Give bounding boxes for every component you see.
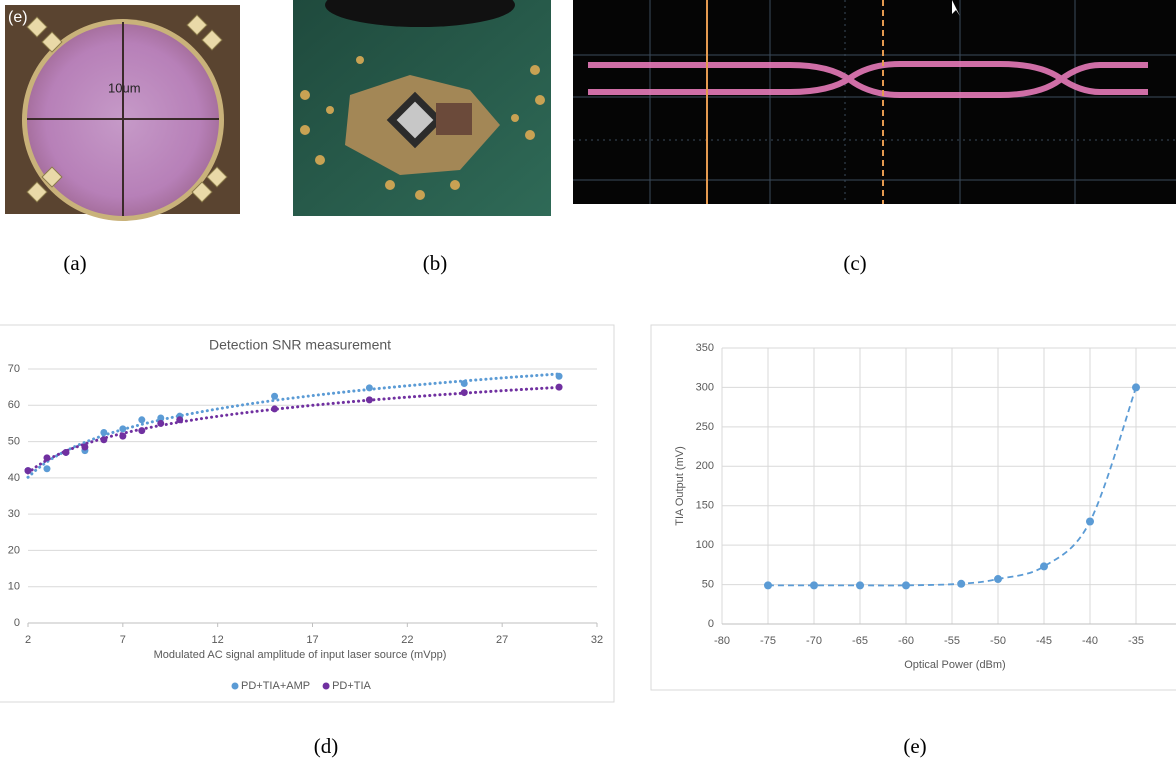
legend-marker xyxy=(323,683,330,690)
data-point xyxy=(556,373,563,380)
caption: (d) xyxy=(314,734,339,758)
y-tick-label: 250 xyxy=(696,421,714,433)
x-tick-label: 7 xyxy=(120,634,126,646)
y-tick-label: 40 xyxy=(8,472,20,484)
data-point xyxy=(856,581,864,589)
photo-label: (e) xyxy=(8,9,28,26)
data-point xyxy=(1132,383,1140,391)
caption: (e) xyxy=(903,734,926,758)
y-tick-label: 350 xyxy=(696,342,714,354)
y-tick-label: 200 xyxy=(696,460,714,472)
x-tick-label: 22 xyxy=(401,634,413,646)
x-tick-label: -45 xyxy=(1036,635,1052,647)
y-axis-label: TIA Output (mV) xyxy=(674,446,686,525)
x-tick-label: -50 xyxy=(990,635,1006,647)
data-point xyxy=(1086,517,1094,525)
y-tick-label: 30 xyxy=(8,508,20,520)
data-point xyxy=(119,425,126,432)
data-point xyxy=(366,384,373,391)
x-tick-label: -60 xyxy=(898,635,914,647)
x-tick-label: 2 xyxy=(25,634,31,646)
y-tick-label: 300 xyxy=(696,381,714,393)
data-point xyxy=(366,396,373,403)
data-point xyxy=(100,429,107,436)
data-point xyxy=(176,416,183,423)
caption: (a) xyxy=(63,251,86,275)
y-tick-label: 0 xyxy=(708,618,714,630)
data-point xyxy=(81,444,88,451)
data-point xyxy=(138,416,145,423)
legend-marker xyxy=(232,683,239,690)
page: (e) 10um (a) xyxy=(0,0,1176,762)
chart-title: Detection SNR measurement xyxy=(209,337,391,353)
y-tick-label: 60 xyxy=(8,399,20,411)
legend-label: PD+TIA xyxy=(332,680,371,692)
data-point xyxy=(556,384,563,391)
x-tick-label: -35 xyxy=(1128,635,1144,647)
data-point xyxy=(271,393,278,400)
y-tick-label: 20 xyxy=(8,544,20,556)
x-tick-label: -70 xyxy=(806,635,822,647)
data-point xyxy=(62,449,69,456)
data-point xyxy=(43,454,50,461)
x-axis-label: Optical Power (dBm) xyxy=(904,659,1005,671)
photo-b xyxy=(293,0,551,216)
x-tick-label: -40 xyxy=(1082,635,1098,647)
photo-label: 10um xyxy=(108,80,141,95)
data-point xyxy=(1040,562,1048,570)
x-tick-label: -80 xyxy=(714,635,730,647)
legend-label: PD+TIA+AMP xyxy=(241,680,310,692)
data-point xyxy=(810,581,818,589)
data-point xyxy=(119,433,126,440)
data-point xyxy=(994,575,1002,583)
y-tick-label: 50 xyxy=(8,435,20,447)
photo-c xyxy=(573,0,1176,204)
data-point xyxy=(461,380,468,387)
figure: (e) 10um (a) xyxy=(0,0,1176,762)
x-axis-label: Modulated AC signal amplitude of input l… xyxy=(154,649,447,661)
caption: (c) xyxy=(843,251,866,275)
x-tick-label: 17 xyxy=(306,634,318,646)
y-tick-label: 70 xyxy=(8,363,20,375)
y-tick-label: 100 xyxy=(696,539,714,551)
data-point xyxy=(764,581,772,589)
caption: (b) xyxy=(423,251,448,275)
data-point xyxy=(902,581,910,589)
x-tick-label: 32 xyxy=(591,634,603,646)
data-point xyxy=(461,389,468,396)
data-point xyxy=(43,465,50,472)
chart: 0 50 100 150 200 250 300 350 -80 -75 -70 -65 -60 -55 -… xyxy=(651,325,1176,690)
data-point xyxy=(157,420,164,427)
data-point xyxy=(271,405,278,412)
x-tick-label: -65 xyxy=(852,635,868,647)
y-tick-label: 50 xyxy=(702,578,714,590)
photo-a: (e) 10um xyxy=(5,5,240,221)
x-tick-label: -55 xyxy=(944,635,960,647)
data-point xyxy=(957,580,965,588)
data-point xyxy=(138,427,145,434)
data-point xyxy=(25,467,32,474)
x-tick-label: 27 xyxy=(496,634,508,646)
x-tick-label: 12 xyxy=(212,634,224,646)
y-tick-label: 0 xyxy=(14,617,20,629)
data-point xyxy=(100,436,107,443)
x-tick-label: -75 xyxy=(760,635,776,647)
y-tick-label: 150 xyxy=(696,500,714,512)
y-tick-label: 10 xyxy=(8,581,20,593)
